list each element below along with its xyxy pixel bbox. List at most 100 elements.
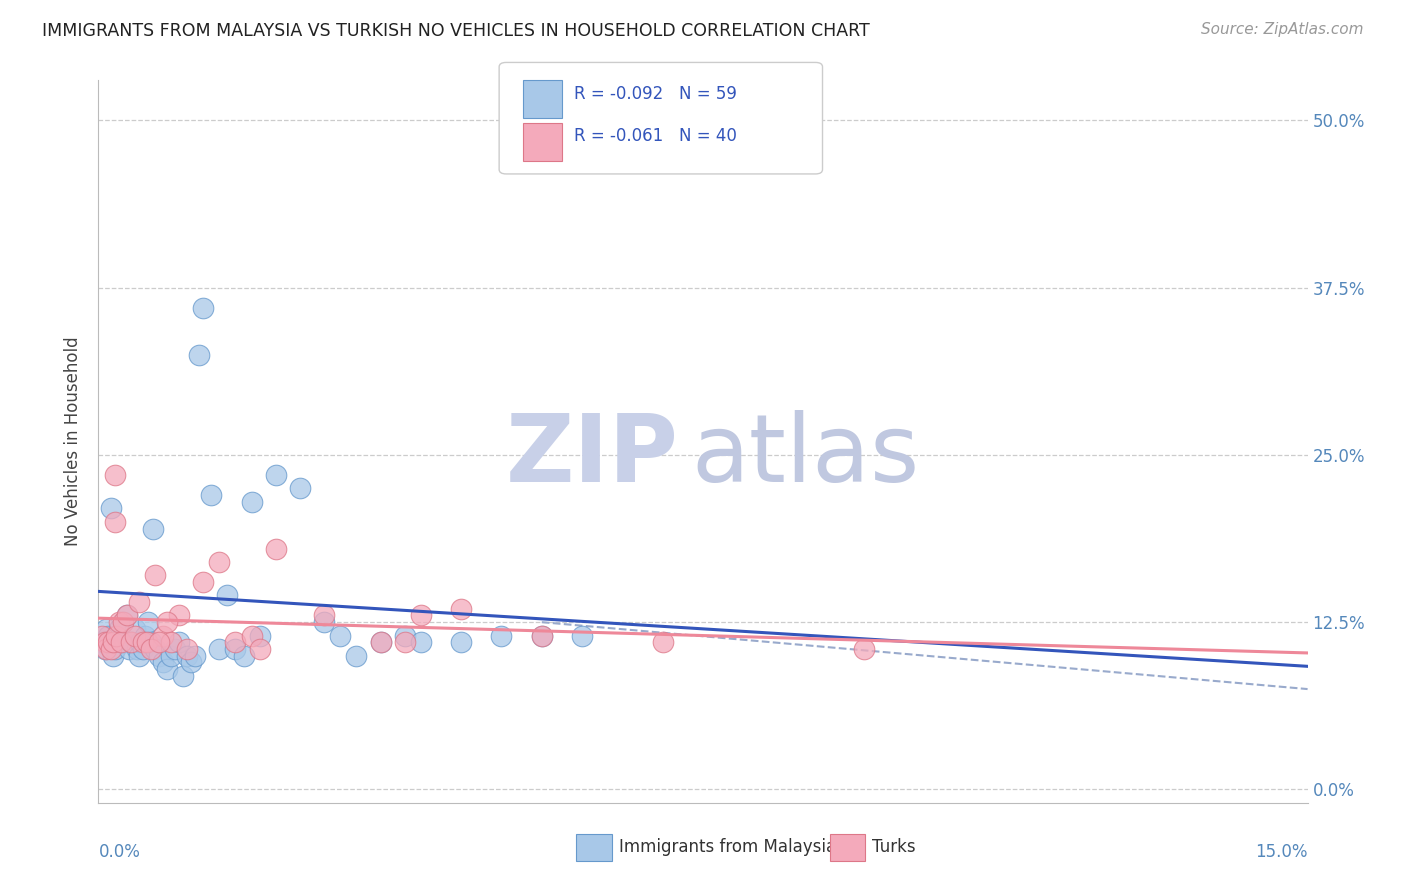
- Point: [135, 635, 157, 649]
- Point: [105, 628, 128, 642]
- Point: [101, 648, 124, 663]
- Text: IMMIGRANTS FROM MALAYSIA VS TURKISH NO VEHICLES IN HOUSEHOLD CORRELATION CHART: IMMIGRANTS FROM MALAYSIA VS TURKISH NO V…: [42, 22, 870, 40]
- Point: [152, 628, 174, 642]
- Point: [107, 615, 129, 630]
- Point: [121, 635, 143, 649]
- Point: [172, 669, 194, 683]
- Point: [156, 662, 179, 676]
- Point: [450, 602, 472, 616]
- Point: [143, 568, 166, 582]
- Point: [132, 642, 155, 657]
- Point: [249, 628, 271, 642]
- Point: [217, 589, 239, 603]
- Point: [176, 642, 198, 657]
- Point: [240, 494, 263, 508]
- Point: [160, 648, 183, 663]
- Point: [193, 301, 215, 315]
- Point: [224, 642, 246, 657]
- Text: Source: ZipAtlas.com: Source: ZipAtlas.com: [1201, 22, 1364, 37]
- Point: [160, 635, 183, 649]
- Point: [142, 521, 165, 535]
- Point: [370, 635, 392, 649]
- Point: [110, 635, 132, 649]
- Text: atlas: atlas: [690, 410, 920, 502]
- Point: [409, 608, 432, 623]
- Point: [120, 635, 142, 649]
- Point: [120, 635, 142, 649]
- Point: [110, 635, 132, 649]
- Point: [163, 642, 186, 657]
- Point: [156, 615, 179, 630]
- Text: ZIP: ZIP: [506, 410, 679, 502]
- Point: [651, 635, 673, 649]
- Point: [91, 628, 114, 642]
- Point: [530, 628, 553, 642]
- Text: Turks: Turks: [872, 838, 915, 856]
- Point: [450, 635, 472, 649]
- Point: [103, 467, 125, 482]
- Point: [184, 648, 207, 663]
- Point: [96, 642, 118, 657]
- Point: [232, 648, 254, 663]
- Point: [118, 642, 141, 657]
- Point: [111, 615, 134, 630]
- Point: [94, 642, 117, 657]
- Point: [139, 635, 162, 649]
- Point: [329, 628, 352, 642]
- Point: [91, 635, 114, 649]
- Point: [208, 555, 231, 569]
- Point: [409, 635, 432, 649]
- Point: [224, 635, 246, 649]
- Point: [101, 635, 124, 649]
- Point: [264, 541, 287, 556]
- Point: [138, 615, 160, 630]
- Point: [344, 648, 367, 663]
- Point: [394, 628, 416, 642]
- Point: [105, 628, 128, 642]
- Point: [94, 635, 117, 649]
- Point: [124, 628, 146, 642]
- Point: [167, 635, 190, 649]
- Point: [264, 467, 287, 482]
- Point: [100, 501, 122, 516]
- Point: [571, 628, 593, 642]
- Text: Immigrants from Malaysia: Immigrants from Malaysia: [619, 838, 835, 856]
- Point: [370, 635, 392, 649]
- Point: [853, 642, 876, 657]
- Point: [124, 622, 146, 636]
- Point: [132, 635, 155, 649]
- Point: [134, 628, 156, 642]
- Point: [193, 575, 215, 590]
- Point: [143, 642, 166, 657]
- Point: [180, 655, 202, 669]
- Point: [152, 655, 174, 669]
- Point: [107, 622, 129, 636]
- Text: 0.0%: 0.0%: [98, 843, 141, 861]
- Point: [314, 608, 336, 623]
- Point: [188, 348, 211, 362]
- Point: [200, 488, 222, 502]
- Point: [97, 635, 120, 649]
- Point: [530, 628, 553, 642]
- Point: [288, 482, 311, 496]
- Point: [148, 635, 170, 649]
- Point: [249, 642, 271, 657]
- Point: [129, 635, 152, 649]
- Point: [103, 642, 125, 657]
- Point: [128, 595, 150, 609]
- Point: [112, 635, 135, 649]
- Point: [115, 608, 138, 623]
- Point: [115, 608, 138, 623]
- Point: [127, 642, 149, 657]
- Point: [111, 615, 134, 630]
- Point: [176, 648, 198, 663]
- Text: R = -0.061   N = 40: R = -0.061 N = 40: [574, 127, 737, 145]
- Point: [208, 642, 231, 657]
- Y-axis label: No Vehicles in Household: No Vehicles in Household: [65, 336, 83, 547]
- Point: [128, 648, 150, 663]
- Text: R = -0.092   N = 59: R = -0.092 N = 59: [574, 85, 737, 103]
- Point: [139, 642, 162, 657]
- Point: [167, 608, 190, 623]
- Point: [314, 615, 336, 630]
- Point: [96, 622, 118, 636]
